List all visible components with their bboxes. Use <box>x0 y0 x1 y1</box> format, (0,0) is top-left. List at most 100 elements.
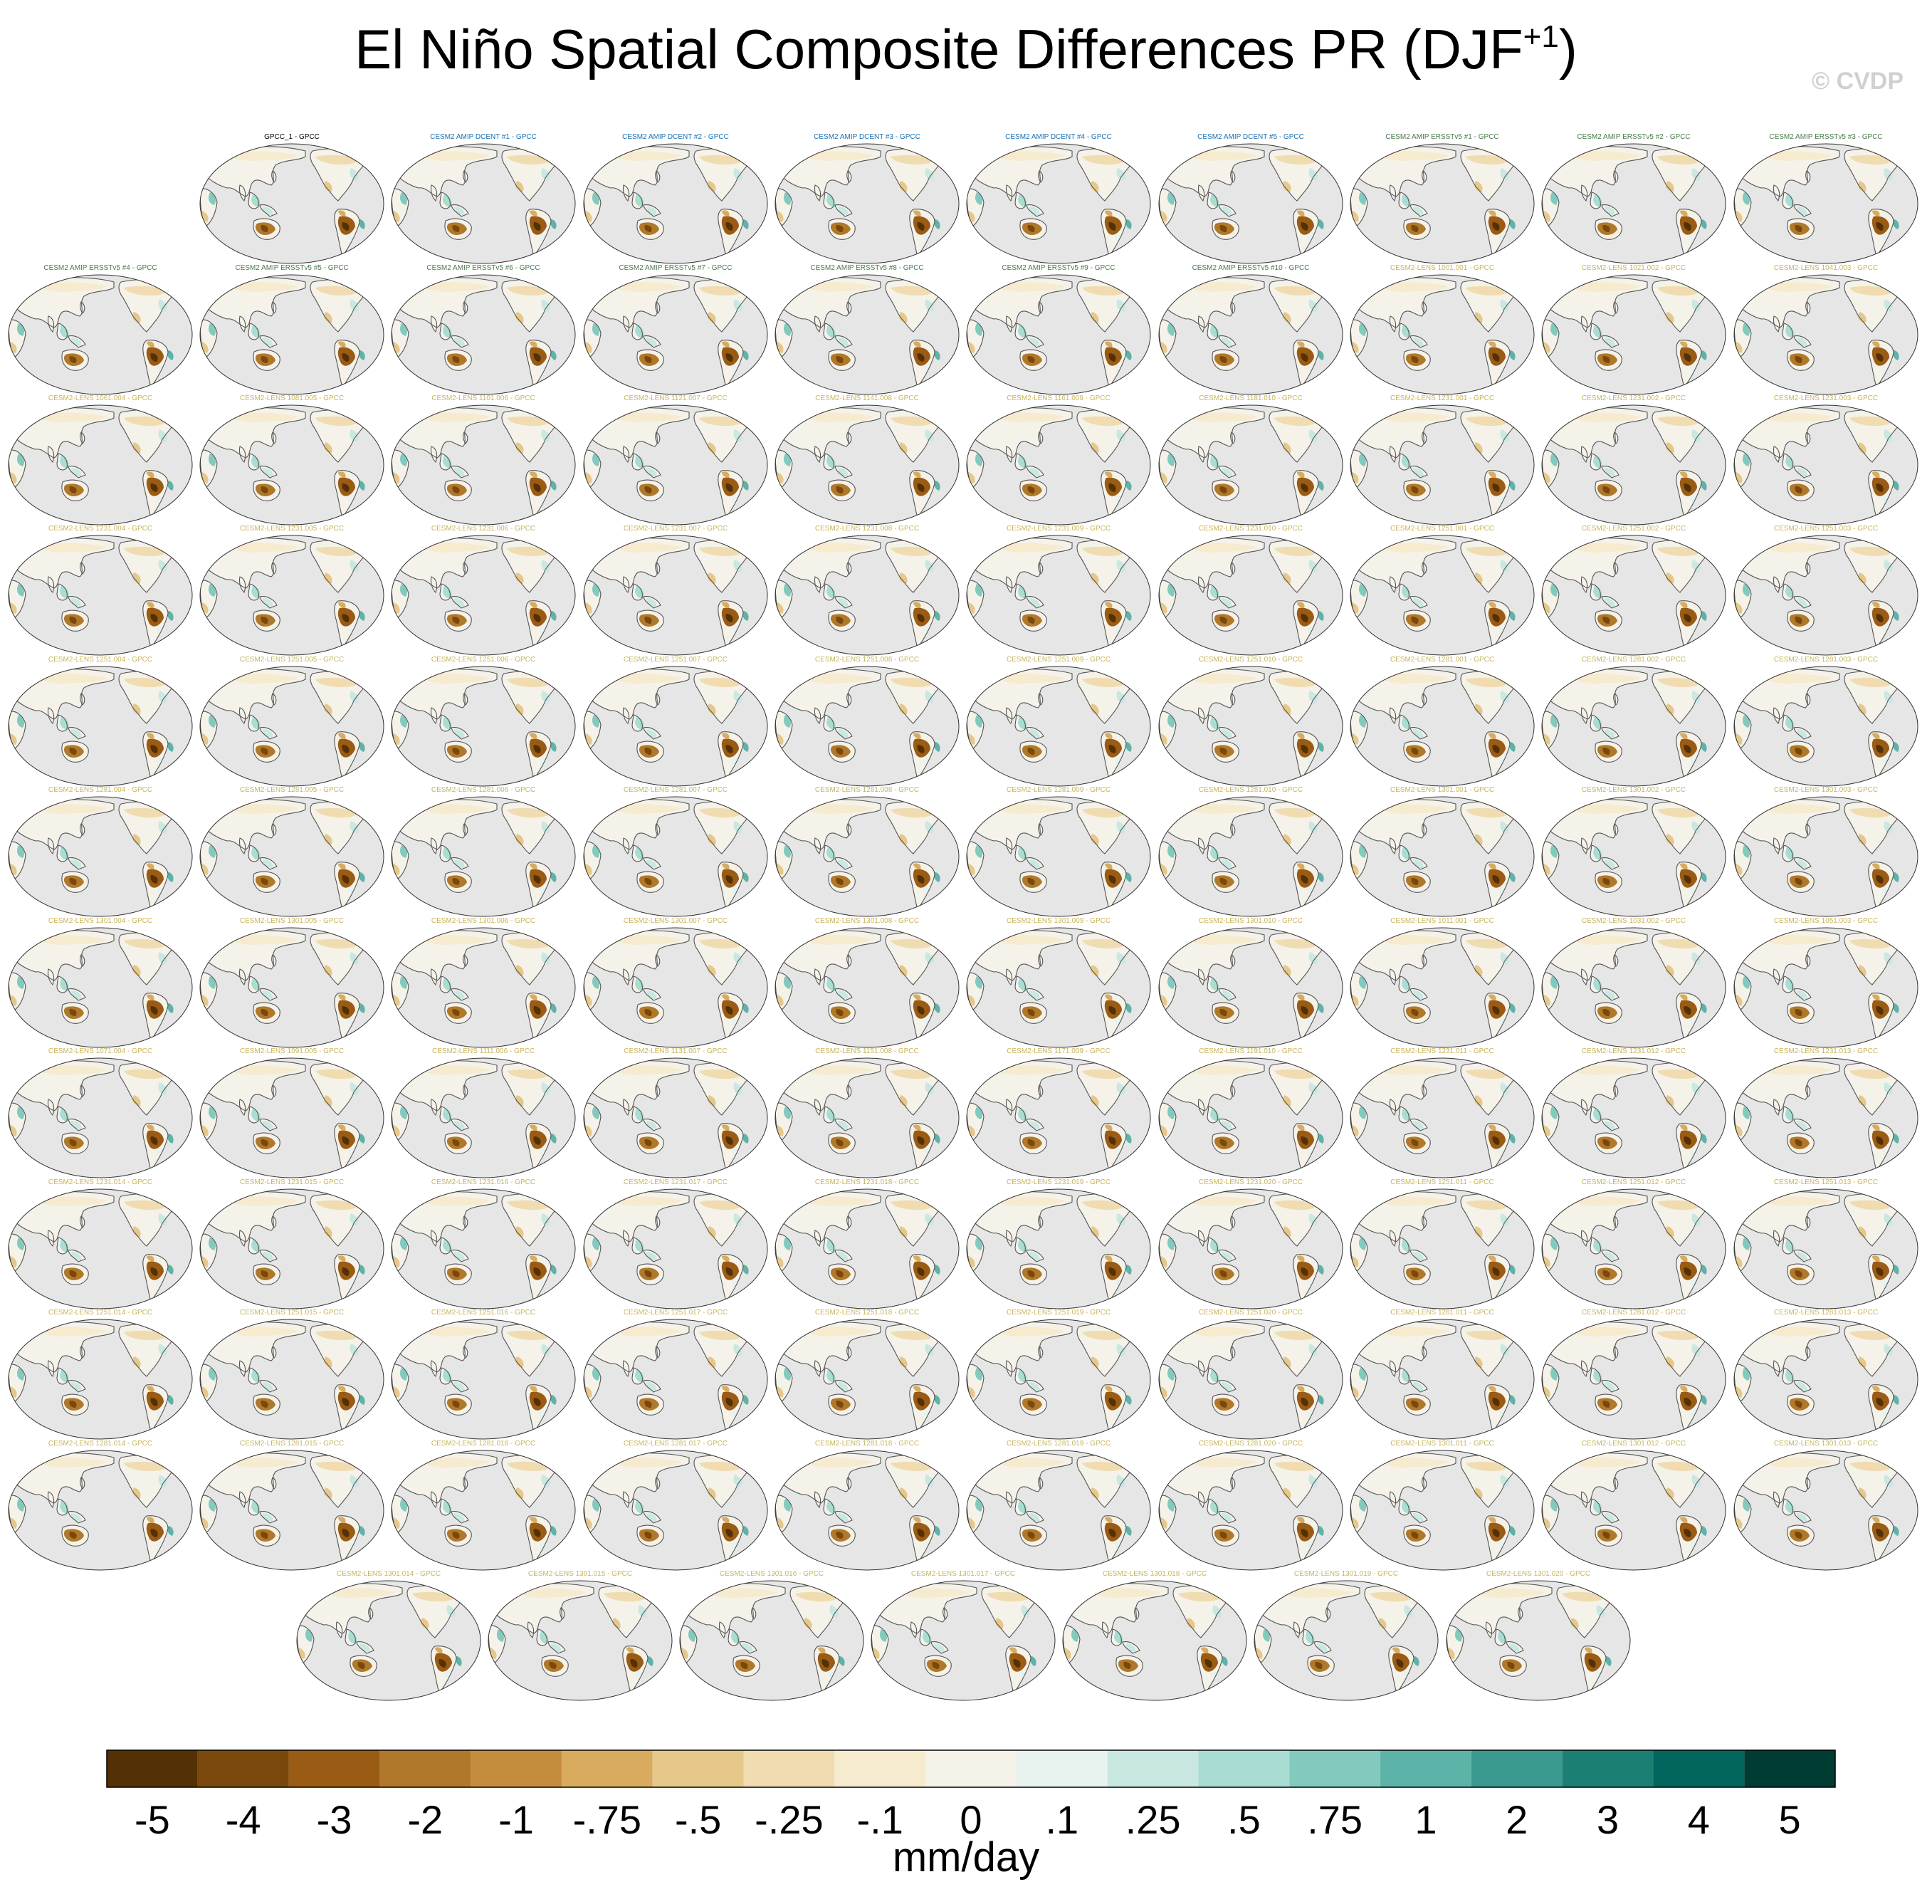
world-map <box>7 665 194 788</box>
map-panel-title: CESM2-LENS 1251.014 - GPCC <box>48 1309 153 1317</box>
map-panel-title: CESM2-LENS 1001.001 - GPCC <box>1390 264 1495 272</box>
map-panel-title: CESM2-LENS 1251.002 - GPCC <box>1581 525 1686 533</box>
colorbar-swatch <box>107 1750 198 1787</box>
world-map <box>1157 926 1344 1049</box>
map-panel: CESM2-LENS 1301.009 - GPCC <box>965 916 1152 1049</box>
world-map <box>1540 1057 1727 1179</box>
map-panel-title: CESM2-LENS 1281.016 - GPCC <box>431 1440 536 1448</box>
map-panel: CESM2-LENS 1191.010 - GPCC <box>1157 1047 1344 1179</box>
world-map <box>390 404 577 526</box>
map-panel-title: CESM2-LENS 1081.005 - GPCC <box>239 394 345 402</box>
title-superscript: +1 <box>1523 19 1559 54</box>
map-panel: CESM2-LENS 1281.014 - GPCC <box>7 1439 194 1571</box>
colorbar-tick-label: .5 <box>1227 1797 1261 1842</box>
world-map <box>965 142 1152 265</box>
world-map <box>1540 404 1727 526</box>
map-panel-title: CESM2-LENS 1301.009 - GPCC <box>1006 917 1111 925</box>
map-panel: CESM2-LENS 1301.002 - GPCC <box>1540 785 1727 918</box>
colorbar-tick-label: -.75 <box>573 1797 642 1842</box>
map-panel-title: CESM2-LENS 1251.015 - GPCC <box>239 1309 345 1317</box>
map-panel-title: CESM2-LENS 1251.012 - GPCC <box>1581 1178 1686 1186</box>
map-panel-title: CESM2-LENS 1251.010 - GPCC <box>1198 656 1303 664</box>
map-panel-title: CESM2-LENS 1151.008 - GPCC <box>815 1047 919 1055</box>
world-map <box>390 1057 577 1179</box>
map-panel-title: CESM2-LENS 1301.017 - GPCC <box>910 1570 1016 1578</box>
map-panel-title: CESM2-LENS 1281.008 - GPCC <box>814 786 920 794</box>
map-panel-title: CESM2-LENS 1071.004 - GPCC <box>48 1047 153 1055</box>
world-map <box>582 1449 769 1571</box>
world-map <box>582 1318 769 1440</box>
map-panel: CESM2-LENS 1281.007 - GPCC <box>582 785 769 918</box>
colorbar-tick-label: -.1 <box>857 1797 903 1842</box>
map-panel: CESM2-LENS 1301.013 - GPCC <box>1733 1439 1919 1571</box>
map-panel: CESM2-LENS 1301.007 - GPCC <box>582 916 769 1049</box>
map-panel: CESM2-LENS 1231.018 - GPCC <box>774 1178 960 1310</box>
map-panel: CESM2-LENS 1131.007 - GPCC <box>582 1047 769 1179</box>
map-panel-title: CESM2 AMIP ERSSTv5 #3 - GPCC <box>1769 133 1883 141</box>
map-panel-title: CESM2 AMIP ERSSTv5 #10 - GPCC <box>1192 264 1310 272</box>
world-map <box>295 1579 482 1702</box>
world-map <box>774 1188 960 1310</box>
map-panel-title: CESM2-LENS 1281.017 - GPCC <box>623 1440 728 1448</box>
world-map <box>774 926 960 1049</box>
world-map <box>1349 273 1535 396</box>
world-map <box>7 926 194 1049</box>
map-panel-title: CESM2-LENS 1091.005 - GPCC <box>239 1047 345 1055</box>
world-map <box>1445 1579 1632 1702</box>
colorbar-tick-label: .1 <box>1045 1797 1078 1842</box>
map-panel-title: CESM2 AMIP ERSSTv5 #1 - GPCC <box>1385 133 1499 141</box>
world-map <box>965 404 1152 526</box>
map-panel: CESM2-LENS 1251.013 - GPCC <box>1733 1178 1919 1310</box>
map-panel-title: CESM2-LENS 1281.019 - GPCC <box>1006 1440 1111 1448</box>
map-panel: CESM2-LENS 1031.002 - GPCC <box>1540 916 1727 1049</box>
map-panel: CESM2 AMIP DCENT #5 - GPCC <box>1157 132 1344 265</box>
map-panel: CESM2-LENS 1231.020 - GPCC <box>1157 1178 1344 1310</box>
world-map <box>965 534 1152 657</box>
map-panel: CESM2-LENS 1281.008 - GPCC <box>774 785 960 918</box>
world-map <box>1540 795 1727 918</box>
colorbar-tick-label: 4 <box>1688 1797 1710 1842</box>
map-panel-title: CESM2-LENS 1281.006 - GPCC <box>431 786 536 794</box>
map-panel: CESM2-LENS 1041.003 - GPCC <box>1733 263 1919 396</box>
map-panel: CESM2-LENS 1251.009 - GPCC <box>965 655 1152 788</box>
map-panel: CESM2-LENS 1081.005 - GPCC <box>199 394 385 526</box>
colorbar-swatch <box>1289 1750 1381 1787</box>
map-panel: CESM2-LENS 1251.008 - GPCC <box>774 655 960 788</box>
map-panel-title: CESM2-LENS 1301.011 - GPCC <box>1390 1440 1494 1448</box>
world-map <box>199 1188 385 1310</box>
map-panel-title: CESM2-LENS 1231.013 - GPCC <box>1773 1047 1879 1055</box>
map-panel: CESM2-LENS 1281.003 - GPCC <box>1733 655 1919 788</box>
world-map <box>582 665 769 788</box>
map-panel: CESM2-LENS 1071.004 - GPCC <box>7 1047 194 1179</box>
world-map <box>199 1057 385 1179</box>
map-panel: CESM2-LENS 1251.016 - GPCC <box>390 1308 577 1440</box>
map-panel: CESM2-LENS 1011.001 - GPCC <box>1349 916 1535 1049</box>
map-panel-title: CESM2-LENS 1231.020 - GPCC <box>1198 1178 1303 1186</box>
map-panel-title: CESM2-LENS 1231.019 - GPCC <box>1006 1178 1111 1186</box>
map-panel: CESM2-LENS 1281.020 - GPCC <box>1157 1439 1344 1571</box>
map-panel-title: CESM2-LENS 1231.009 - GPCC <box>1006 525 1111 533</box>
colorbar-swatch <box>379 1750 471 1787</box>
map-panel: CESM2-LENS 1281.017 - GPCC <box>582 1439 769 1571</box>
map-panel: CESM2-LENS 1001.001 - GPCC <box>1349 263 1535 396</box>
world-map <box>1157 404 1344 526</box>
colorbar-tick-label: -3 <box>317 1797 352 1842</box>
map-panel-title: CESM2-LENS 1141.008 - GPCC <box>815 394 919 402</box>
map-panel: CESM2-LENS 1141.008 - GPCC <box>774 394 960 526</box>
map-panel-title: CESM2-LENS 1301.005 - GPCC <box>239 917 345 925</box>
world-map <box>7 1057 194 1179</box>
colorbar-swatch <box>471 1750 562 1787</box>
map-panel-title: CESM2 AMIP ERSSTv5 #4 - GPCC <box>43 264 157 272</box>
map-panel-title: CESM2-LENS 1231.004 - GPCC <box>48 525 153 533</box>
colorbar-swatch <box>1471 1750 1563 1787</box>
map-panel: CESM2-LENS 1251.007 - GPCC <box>582 655 769 788</box>
map-panel: CESM2-LENS 1301.012 - GPCC <box>1540 1439 1727 1571</box>
map-panel-title: CESM2-LENS 1251.001 - GPCC <box>1390 525 1495 533</box>
map-panel-title: CESM2-LENS 1281.015 - GPCC <box>239 1440 345 1448</box>
world-map <box>582 795 769 918</box>
map-panel-title: CESM2-LENS 1301.012 - GPCC <box>1581 1440 1686 1448</box>
world-map <box>965 665 1152 788</box>
colorbar-tick-label: -.5 <box>675 1797 721 1842</box>
map-panel: CESM2-LENS 1161.009 - GPCC <box>965 394 1152 526</box>
colorbar-tick-label: -4 <box>226 1797 261 1842</box>
